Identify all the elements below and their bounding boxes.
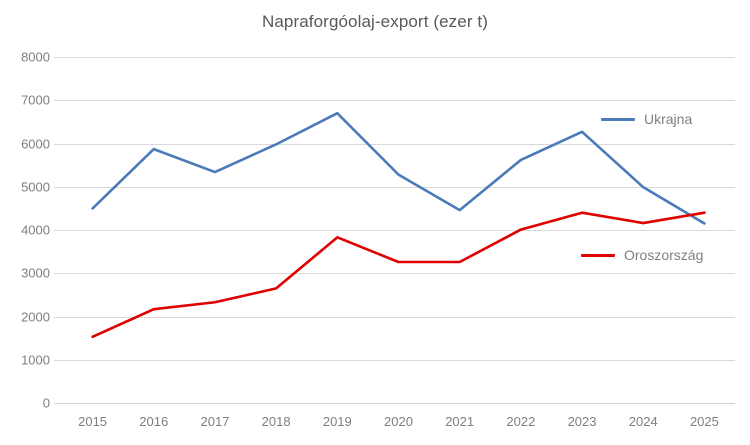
y-axis-label: 7000 (21, 92, 50, 108)
gridline (62, 359, 735, 361)
x-axis-label: 2023 (567, 414, 597, 429)
legend-label-oroszorszag: Oroszország (624, 247, 704, 263)
plot-area (62, 57, 735, 404)
x-axis-label: 2024 (628, 414, 658, 429)
gridline (62, 230, 735, 231)
y-tick-mark (54, 230, 62, 231)
legend-swatch-ukrajna (601, 117, 635, 121)
x-axis-label: 2020 (384, 414, 413, 429)
gridline (62, 403, 735, 404)
legend-label-ukrajna: Ukrajna (644, 111, 693, 127)
x-axis-label: 2017 (200, 414, 230, 429)
y-axis-label: 2000 (21, 309, 50, 324)
x-axis-label: 2015 (78, 414, 108, 429)
gridline (62, 273, 735, 275)
legend-item-ukrajna: Ukrajna (601, 111, 692, 127)
gridline (62, 316, 735, 318)
y-axis-label: 3000 (21, 265, 50, 281)
y-tick-mark (54, 100, 62, 102)
y-tick-mark (54, 359, 62, 361)
gridline (62, 186, 735, 188)
y-axis-label: 8000 (21, 49, 50, 65)
y-axis-label: 5000 (21, 179, 50, 195)
y-tick-mark (54, 57, 62, 58)
gridline (62, 57, 735, 58)
y-axis-label: 4000 (21, 222, 50, 238)
gridline (62, 143, 735, 145)
legend-swatch-oroszorszag (581, 253, 615, 257)
x-axis-label: 2021 (445, 414, 475, 429)
y-tick-mark (54, 403, 62, 404)
y-tick-mark (54, 186, 62, 188)
y-axis-label: 6000 (21, 136, 50, 151)
x-axis-label: 2025 (689, 414, 719, 429)
y-tick-mark (54, 273, 62, 275)
x-axis-label: 2016 (139, 414, 169, 429)
x-axis-label: 2019 (322, 414, 352, 429)
chart-title: Napraforgóolaj-export (ezer t) (262, 12, 488, 31)
x-axis-label: 2022 (506, 414, 536, 429)
y-tick-mark (54, 143, 62, 145)
y-axis-label: 1000 (21, 352, 50, 368)
gridline (62, 100, 735, 102)
y-tick-mark (54, 316, 62, 318)
legend-item-oroszorszag: Oroszország (581, 247, 703, 263)
x-axis-label: 2018 (261, 414, 291, 429)
y-axis-label: 0 (42, 395, 50, 411)
